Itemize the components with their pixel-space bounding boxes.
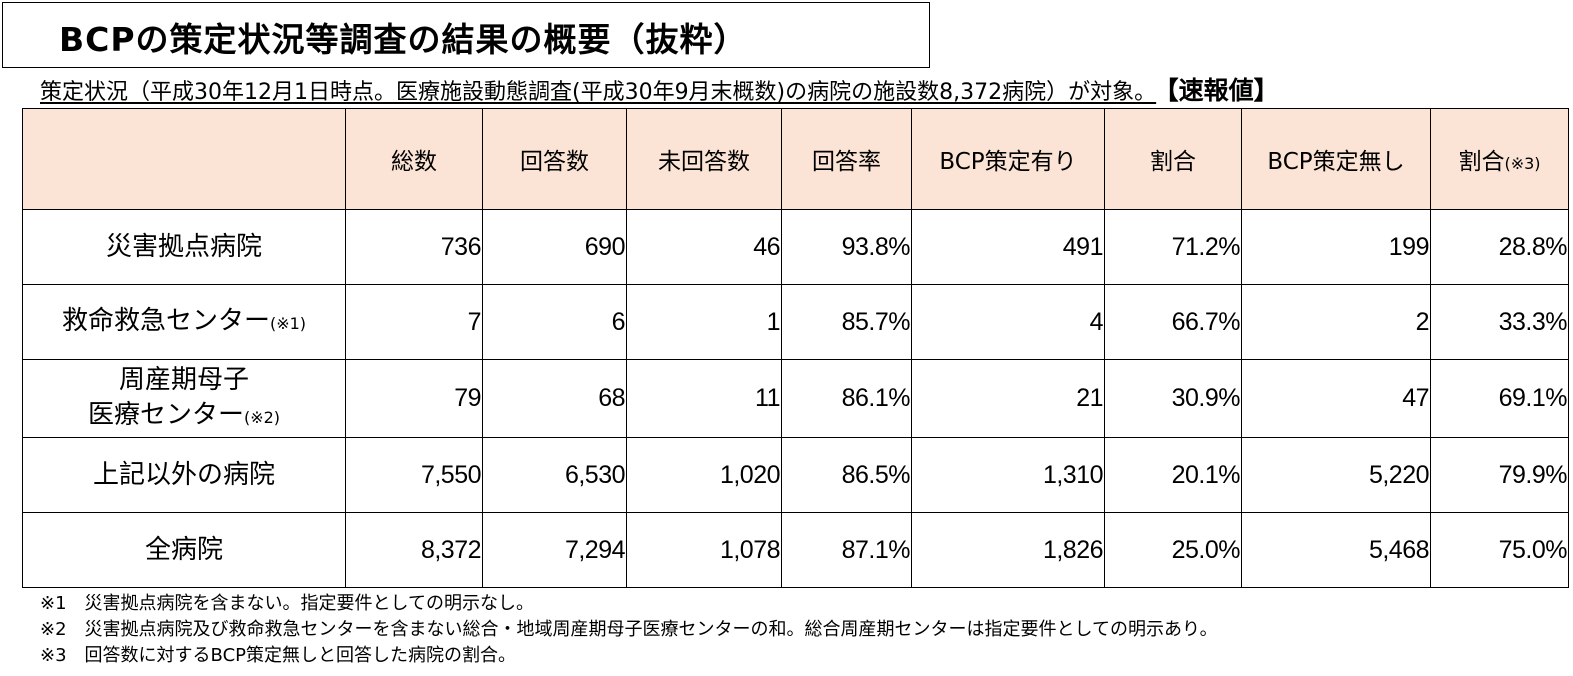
table-cell: 5,468 — [1241, 512, 1431, 588]
row-label: 上記以外の病院 — [22, 437, 346, 513]
table-cell: 1,310 — [911, 437, 1105, 513]
header-ratio-yes: 割合 — [1104, 108, 1242, 210]
table-cell: 28.8% — [1430, 209, 1569, 285]
row-label-note: (※1) — [269, 313, 307, 333]
table-cell: 21 — [911, 359, 1105, 438]
table-cell: 491 — [911, 209, 1105, 285]
table-cell: 199 — [1241, 209, 1431, 285]
table-cell: 69.1% — [1430, 359, 1569, 438]
table-cell: 87.1% — [781, 512, 912, 588]
table-cell: 1 — [626, 284, 782, 360]
header-ratio-no-label: 割合 — [1458, 149, 1505, 175]
table-cell: 7,294 — [482, 512, 627, 588]
table-header-row: 総数 回答数 未回答数 回答率 BCP策定有り 割合 BCP策定無し 割合(※3… — [22, 108, 1569, 210]
header-empty — [22, 108, 346, 210]
table-cell: 86.5% — [781, 437, 912, 513]
table-row: 全病院 8,372 7,294 1,078 87.1% 1,826 25.0% 5,468 75… — [22, 512, 1569, 588]
table-cell: 4 — [911, 284, 1105, 360]
table-cell: 2 — [1241, 284, 1431, 360]
footnote-1: ※1 災害拠点病院を含まない。指定要件としての明示なし。 — [40, 593, 534, 614]
table-cell: 1,826 — [911, 512, 1105, 588]
table-cell: 1,078 — [626, 512, 782, 588]
table-cell: 66.7% — [1104, 284, 1242, 360]
footnote-3: ※3 回答数に対するBCP策定無しと回答した病院の割合。 — [40, 645, 516, 666]
table-cell: 68 — [482, 359, 627, 438]
row-label: 救命救急センター(※1) — [22, 284, 346, 360]
table-cell: 1,020 — [626, 437, 782, 513]
table-cell: 75.0% — [1430, 512, 1569, 588]
table-cell: 86.1% — [781, 359, 912, 438]
table-cell: 6,530 — [482, 437, 627, 513]
row-label-text: 上記以外の病院 — [92, 459, 275, 490]
header-non-responses: 未回答数 — [626, 108, 782, 210]
table-row: 周産期母子 医療センター(※2) 79 68 11 86.1% 21 30.9% 47 69.1% — [22, 359, 1569, 438]
row-label-text: 周産期母子 — [118, 364, 249, 395]
table-cell: 46 — [626, 209, 782, 285]
table-cell: 20.1% — [1104, 437, 1242, 513]
row-label: 全病院 — [22, 512, 346, 588]
subtitle: 策定状況（平成30年12月1日時点。医療施設動態調査(平成30年9月末概数)の病… — [40, 80, 1157, 105]
row-label-note: (※2) — [243, 407, 281, 427]
table-cell: 6 — [482, 284, 627, 360]
table-cell: 79 — [345, 359, 483, 438]
table-cell: 8,372 — [345, 512, 483, 588]
footnotes: ※1 災害拠点病院を含まない。指定要件としての明示なし。 ※2 災害拠点病院及び… — [40, 591, 1218, 669]
header-ratio-no: 割合(※3) — [1430, 108, 1569, 210]
row-label: 災害拠点病院 — [22, 209, 346, 285]
preliminary-tag: 【速報値】 — [1166, 76, 1279, 105]
subtitle-row: 策定状況（平成30年12月1日時点。医療施設動態調査(平成30年9月末概数)の病… — [40, 71, 1540, 105]
row-label-text-line2: 医療センター — [87, 399, 244, 430]
header-total: 総数 — [345, 108, 483, 210]
table-cell: 690 — [482, 209, 627, 285]
table-cell: 93.8% — [781, 209, 912, 285]
header-responses: 回答数 — [482, 108, 627, 210]
table-cell: 736 — [345, 209, 483, 285]
row-label-text: 救命救急センター — [61, 305, 270, 336]
table-cell: 25.0% — [1104, 512, 1242, 588]
table-cell: 7,550 — [345, 437, 483, 513]
table-cell: 47 — [1241, 359, 1431, 438]
row-label-text: 災害拠点病院 — [105, 231, 262, 262]
table-cell: 7 — [345, 284, 483, 360]
row-label: 周産期母子医療センター(※2) — [22, 359, 346, 438]
table-row: 救命救急センター(※1) 7 6 1 85.7% 4 66.7% 2 33.3% — [22, 284, 1569, 360]
table-cell: 5,220 — [1241, 437, 1431, 513]
header-ratio-no-note: (※3) — [1504, 154, 1541, 173]
table-cell: 71.2% — [1104, 209, 1242, 285]
header-bcp-yes: BCP策定有り — [911, 108, 1105, 210]
bcp-results-table: 総数 回答数 未回答数 回答率 BCP策定有り 割合 BCP策定無し 割合(※3… — [22, 108, 1569, 588]
row-label-text: 全病院 — [144, 534, 223, 565]
table-row: 災害拠点病院 736 690 46 93.8% 491 71.2% 199 28.8% — [22, 209, 1569, 285]
table-cell: 30.9% — [1104, 359, 1242, 438]
title-box: BCPの策定状況等調査の結果の概要（抜粋） — [2, 2, 930, 68]
page-title: BCPの策定状況等調査の結果の概要（抜粋） — [59, 20, 748, 59]
table-cell: 11 — [626, 359, 782, 438]
table-cell: 79.9% — [1430, 437, 1569, 513]
header-response-rate: 回答率 — [781, 108, 912, 210]
table-row: 上記以外の病院 7,550 6,530 1,020 86.5% 1,310 20.1% 5,2… — [22, 437, 1569, 513]
table-cell: 33.3% — [1430, 284, 1569, 360]
footnote-2: ※2 災害拠点病院及び救命救急センターを含まない総合・地域周産期母子医療センター… — [40, 619, 1218, 640]
table-cell: 85.7% — [781, 284, 912, 360]
header-bcp-no: BCP策定無し — [1241, 108, 1431, 210]
